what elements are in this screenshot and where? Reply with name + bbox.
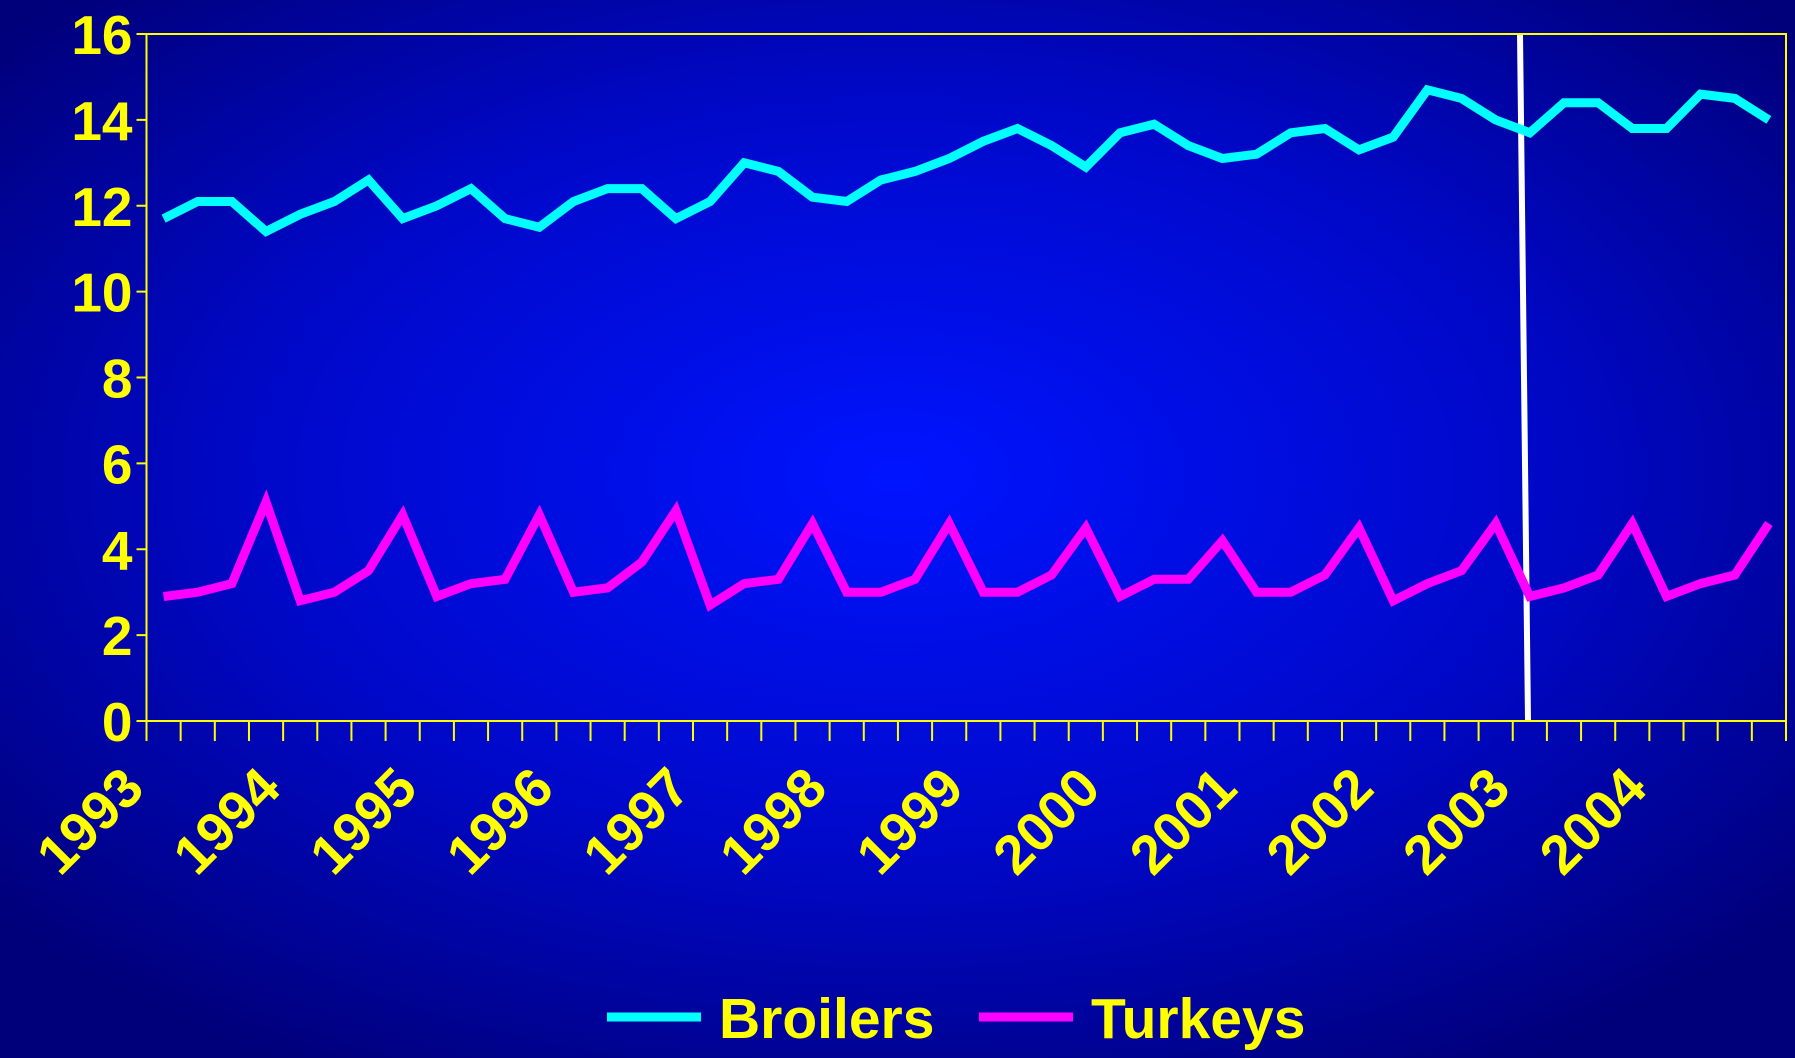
y-tick-label: 4 [102, 519, 133, 581]
legend-label: Turkeys [1091, 987, 1305, 1051]
y-tick-label: 6 [102, 433, 133, 495]
series-line [163, 489, 1773, 612]
divider-line [1517, 33, 1531, 722]
y-tick-label: 10 [71, 262, 132, 324]
series-line [161, 84, 1772, 237]
y-tick-label: 16 [71, 4, 132, 66]
y-tick-label: 8 [102, 348, 133, 410]
y-tick-label: 12 [71, 176, 132, 238]
y-tick-label: 0 [102, 691, 133, 753]
y-tick-label: 2 [102, 605, 133, 667]
legend-label: Broilers [719, 987, 934, 1051]
y-tick-label: 14 [71, 90, 133, 152]
